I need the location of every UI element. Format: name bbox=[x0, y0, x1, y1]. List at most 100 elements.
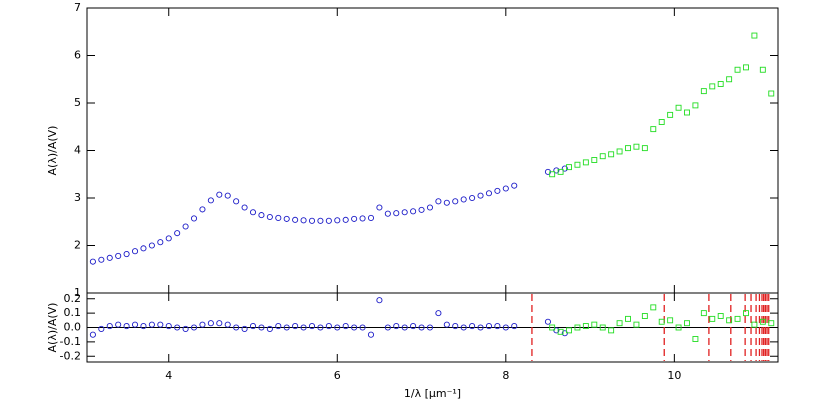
point bbox=[249, 323, 257, 330]
point bbox=[351, 215, 358, 222]
point bbox=[469, 323, 476, 330]
point bbox=[502, 324, 509, 331]
y-axis-label: A(λ)/A(V) bbox=[46, 126, 59, 176]
point bbox=[675, 324, 682, 331]
point bbox=[157, 239, 164, 246]
point bbox=[734, 66, 741, 73]
point bbox=[700, 310, 707, 317]
point bbox=[557, 328, 564, 335]
point bbox=[334, 324, 341, 331]
point bbox=[115, 321, 122, 328]
point bbox=[190, 215, 198, 222]
point bbox=[241, 325, 248, 332]
point bbox=[435, 310, 442, 317]
point bbox=[401, 209, 408, 216]
point bbox=[292, 216, 299, 223]
point bbox=[768, 320, 775, 327]
point bbox=[426, 324, 434, 331]
x-tick-label: 6 bbox=[334, 369, 341, 382]
point bbox=[443, 321, 450, 328]
point bbox=[148, 242, 155, 249]
point bbox=[566, 327, 572, 334]
point bbox=[633, 321, 640, 328]
y-tick-label: 7 bbox=[74, 1, 81, 14]
point bbox=[249, 209, 257, 216]
y-tick-label: 3 bbox=[74, 191, 81, 204]
point bbox=[494, 323, 501, 330]
point bbox=[174, 324, 181, 331]
point bbox=[443, 199, 450, 206]
point bbox=[241, 204, 248, 211]
point bbox=[292, 323, 299, 330]
point bbox=[641, 145, 648, 152]
point bbox=[283, 215, 290, 222]
point bbox=[591, 157, 598, 163]
point bbox=[435, 198, 442, 205]
point bbox=[165, 323, 172, 330]
point bbox=[751, 32, 758, 39]
point bbox=[502, 185, 509, 192]
y-tick-label: 6 bbox=[74, 49, 81, 62]
point bbox=[106, 323, 113, 330]
point bbox=[325, 323, 332, 330]
y-tick-label: -0.2 bbox=[60, 349, 81, 362]
point bbox=[216, 191, 223, 198]
point bbox=[275, 214, 282, 221]
point bbox=[743, 64, 749, 71]
y-axis-label: A(λ)/A(V) bbox=[46, 303, 59, 353]
point bbox=[566, 164, 572, 171]
point bbox=[557, 168, 564, 175]
point bbox=[98, 325, 105, 332]
point bbox=[199, 321, 206, 328]
plot-frame bbox=[86, 7, 779, 294]
point bbox=[700, 88, 707, 95]
x-axis-label: 1/λ [μm⁻¹] bbox=[404, 387, 461, 400]
point bbox=[768, 90, 775, 97]
point bbox=[199, 206, 206, 213]
point bbox=[418, 324, 425, 331]
point bbox=[384, 324, 391, 331]
point bbox=[89, 331, 96, 338]
point bbox=[300, 217, 307, 224]
point bbox=[477, 324, 484, 331]
point bbox=[743, 310, 749, 317]
point bbox=[174, 230, 181, 237]
point bbox=[401, 324, 408, 331]
point bbox=[384, 210, 391, 217]
x-tick-label: 10 bbox=[667, 369, 681, 382]
point bbox=[452, 198, 459, 205]
point bbox=[325, 217, 332, 224]
point bbox=[751, 321, 758, 328]
point bbox=[367, 214, 375, 221]
point bbox=[561, 165, 568, 172]
x-tick-label: 4 bbox=[165, 369, 172, 382]
point bbox=[283, 324, 290, 331]
point bbox=[641, 313, 648, 319]
point bbox=[658, 119, 665, 125]
point bbox=[258, 212, 265, 219]
point bbox=[334, 217, 341, 224]
point bbox=[308, 217, 316, 224]
point bbox=[726, 317, 733, 324]
point bbox=[717, 313, 724, 319]
point bbox=[549, 324, 556, 331]
point bbox=[351, 324, 358, 331]
point bbox=[367, 331, 375, 338]
point bbox=[667, 317, 674, 324]
point bbox=[342, 323, 349, 330]
point bbox=[376, 204, 383, 211]
point bbox=[410, 323, 417, 330]
point bbox=[300, 324, 307, 331]
point bbox=[258, 324, 265, 331]
point bbox=[106, 254, 113, 261]
point bbox=[418, 206, 425, 213]
point bbox=[224, 321, 231, 328]
point bbox=[98, 256, 105, 263]
point bbox=[759, 318, 766, 325]
point bbox=[667, 111, 674, 118]
point bbox=[266, 213, 273, 221]
point bbox=[709, 83, 716, 90]
point bbox=[317, 324, 324, 331]
point bbox=[469, 194, 476, 202]
